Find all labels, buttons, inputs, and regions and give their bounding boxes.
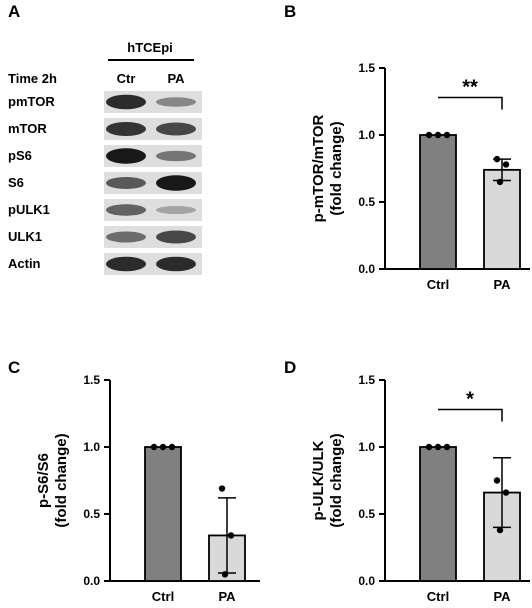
chart-panel-b: 0.0 0.5 1.0 1.5 p-mTOR/mTOR (fold change) Ctrl… — [310, 61, 530, 292]
panel-label-d: D — [284, 358, 297, 377]
y-tick-label: 1.0 — [83, 440, 100, 454]
y-tick-label: 0.0 — [358, 262, 375, 276]
blot-cell-line: hTCEpi — [127, 40, 173, 55]
blot-row-label: pS6 — [8, 148, 32, 163]
panel-label-a: A — [8, 2, 21, 21]
data-point — [443, 131, 451, 139]
blot-band-ctr — [106, 256, 146, 272]
y-tick-label: 1.5 — [358, 61, 375, 75]
blot-band-ctr — [106, 122, 146, 136]
data-point — [496, 178, 504, 186]
blot-row-label: Actin — [8, 256, 41, 271]
data-point — [434, 443, 442, 451]
bar-ctrl — [419, 134, 457, 270]
blot-band-pa — [156, 230, 196, 244]
chart-panel-d: 0.0 0.5 1.0 1.5 p-ULK/ULK (fold change) Ctrl PA… — [310, 373, 530, 604]
blot-band-ctr — [106, 204, 146, 216]
blot-row-label: pmTOR — [8, 94, 55, 109]
data-point — [502, 161, 510, 168]
y-tick-label: 1.0 — [358, 440, 375, 454]
blot-row-label: pULK1 — [8, 202, 50, 217]
x-category-label: Ctrl — [427, 589, 449, 604]
x-category-label: Ctrl — [427, 277, 449, 292]
x-category-label: PA — [493, 277, 511, 292]
blot-lane-label-pa: PA — [167, 71, 185, 86]
western-blot: hTCEpi Time 2h Ctr PA pmTOR mTOR pS6 S6 pULK… — [8, 40, 202, 275]
data-point — [227, 532, 235, 539]
data-point — [493, 155, 501, 163]
blot-row-label: ULK1 — [8, 229, 42, 244]
data-point — [221, 571, 229, 578]
blot-band-pa — [156, 122, 196, 136]
data-point — [443, 443, 451, 451]
bar-ctrl — [419, 446, 457, 582]
x-category-label: PA — [493, 589, 511, 604]
y-tick-label: 0.5 — [358, 195, 375, 209]
y-axis-label-line2: (fold change) — [328, 433, 345, 527]
y-axis-label-line2: (fold change) — [53, 433, 70, 527]
blot-band-ctr — [106, 94, 146, 110]
x-category-label: Ctrl — [152, 589, 174, 604]
panel-label-b: B — [284, 2, 297, 21]
y-axis-label-line1: p-S6/S6 — [35, 453, 52, 508]
data-point — [493, 477, 501, 484]
blot-band-ctr — [106, 177, 146, 189]
blot-band-pa — [156, 206, 196, 214]
data-point — [434, 131, 442, 139]
blot-band-pa — [156, 256, 196, 272]
y-tick-label: 0.0 — [358, 574, 375, 588]
data-point — [159, 443, 167, 451]
blot-rows: pmTOR mTOR pS6 S6 pULK1 ULK1 Actin — [8, 91, 202, 275]
y-axis-label-line1: p-ULK/ULK — [310, 440, 327, 520]
blot-band-ctr — [106, 231, 146, 243]
significance-bracket — [438, 96, 503, 110]
data-point — [168, 443, 176, 451]
y-tick-label: 0.5 — [83, 507, 100, 521]
significance-marker: * — [466, 388, 474, 410]
data-point — [496, 526, 504, 534]
data-point — [218, 485, 226, 492]
x-category-label: PA — [218, 589, 236, 604]
significance-marker: ** — [462, 76, 478, 98]
blot-time-label: Time 2h — [8, 71, 57, 86]
y-axis-label-line1: p-mTOR/mTOR — [310, 114, 327, 222]
y-tick-label: 1.5 — [83, 373, 100, 387]
blot-row-label: mTOR — [8, 121, 47, 136]
chart-panel-c: 0.0 0.5 1.0 1.5 p-S6/S6 (fold change) Ctrl PA — [35, 373, 260, 604]
y-tick-label: 1.0 — [358, 128, 375, 142]
data-point — [425, 131, 433, 139]
blot-band-pa — [156, 97, 196, 107]
blot-row-label: S6 — [8, 175, 24, 190]
blot-band-pa — [156, 175, 196, 191]
y-tick-label: 0.5 — [358, 507, 375, 521]
bar-ctrl — [144, 446, 182, 582]
y-tick-label: 1.5 — [358, 373, 375, 387]
data-point — [502, 489, 510, 496]
blot-lane-label-ctr: Ctr — [117, 71, 136, 86]
y-tick-label: 0.0 — [83, 574, 100, 588]
panel-label-c: C — [8, 358, 21, 377]
data-point — [425, 443, 433, 451]
bar-pa — [483, 168, 521, 270]
significance-bracket — [438, 408, 503, 422]
data-point — [150, 443, 158, 451]
blot-band-ctr — [106, 148, 146, 164]
y-axis-label-line2: (fold change) — [328, 121, 345, 215]
blot-band-pa — [156, 150, 196, 162]
